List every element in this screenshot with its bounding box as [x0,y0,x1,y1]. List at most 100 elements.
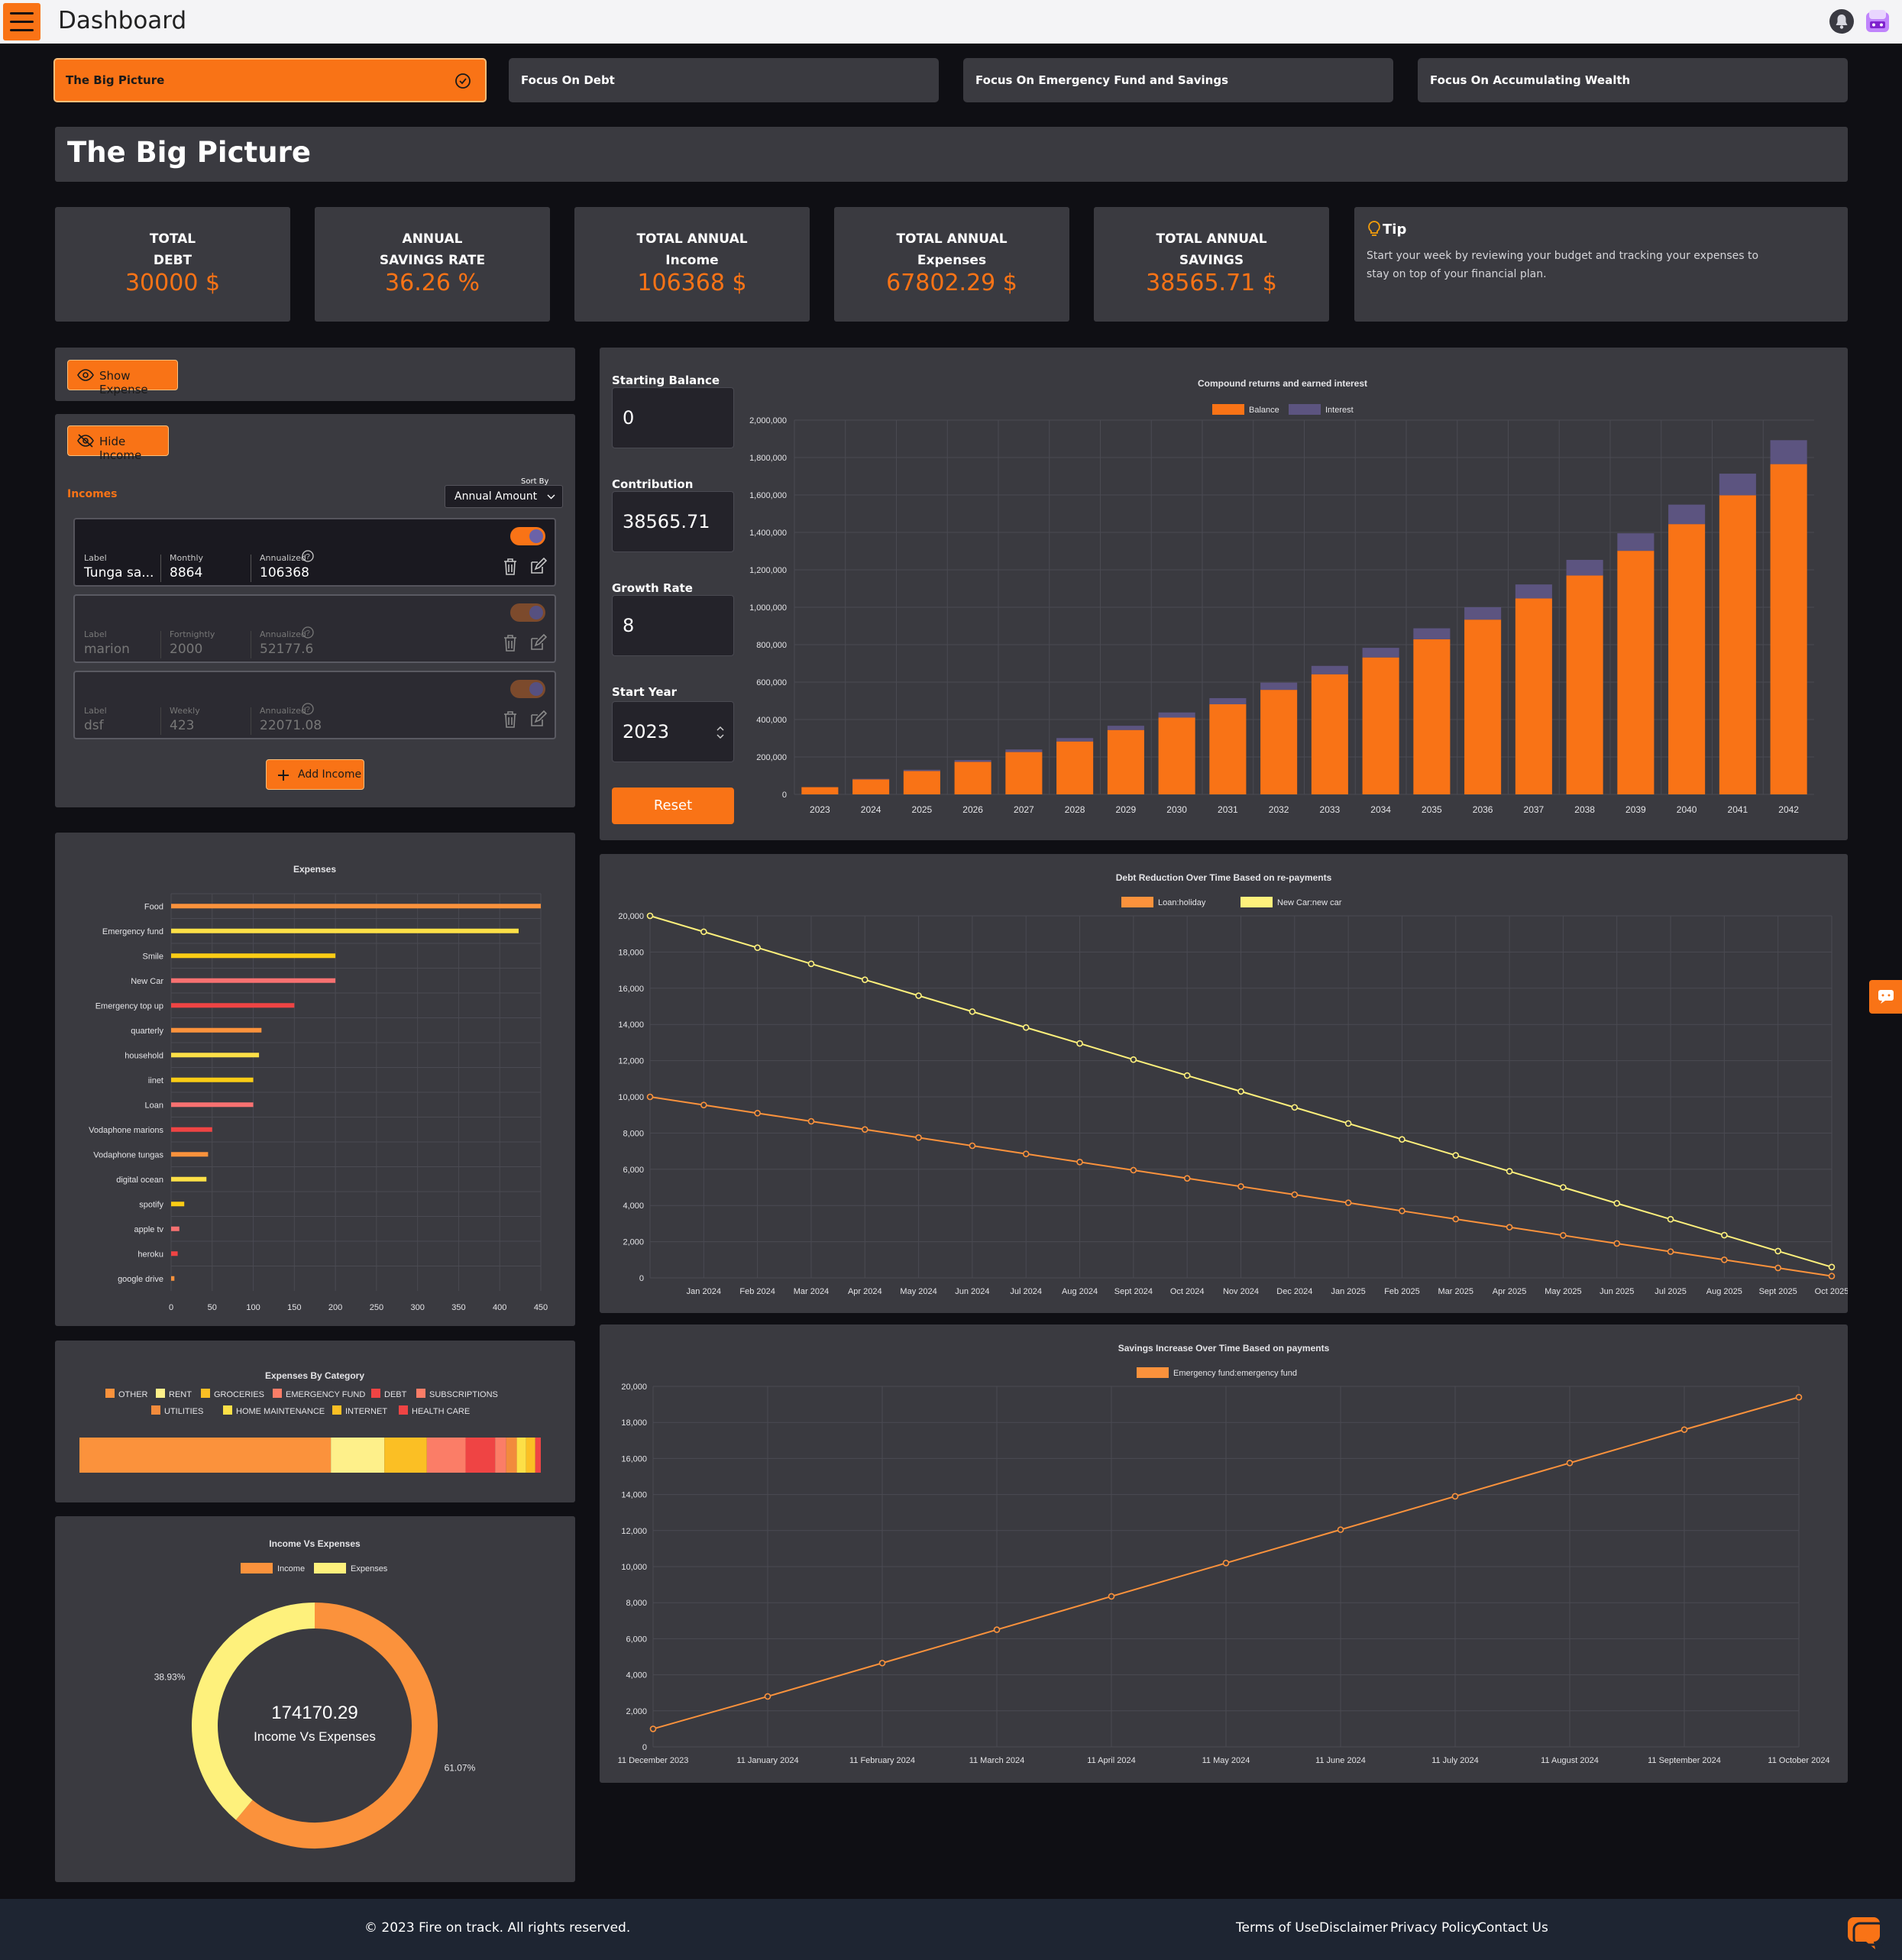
x-tick-label: Jun 2025 [1600,1287,1634,1296]
privacy-link[interactable]: Privacy Policy [1390,1920,1479,1936]
data-point [1828,1263,1836,1271]
start-year-input[interactable]: 2023 [612,701,734,762]
x-tick-label: 11 March 2024 [969,1756,1025,1765]
x-tick-label: Jan 2024 [687,1287,721,1296]
bar-balance [801,787,839,794]
income-amount: 423 [170,718,195,733]
add-income-button[interactable]: Add Income [266,759,364,790]
chat-widget-icon[interactable] [1845,1913,1886,1952]
income-frequency-header: Fortnightly [170,629,215,639]
trash-icon[interactable] [503,558,518,576]
app-title: Dashboard [58,7,187,34]
legend-label: Balance [1249,406,1279,415]
growth-rate-label: Growth Rate [612,581,693,595]
tab-big-picture[interactable]: The Big Picture [53,58,487,102]
trash-icon[interactable] [503,634,518,652]
donut-center-value: 174170.29 [271,1703,357,1723]
edit-icon[interactable] [529,634,547,652]
show-expense-button[interactable]: Show Expense [67,360,178,396]
y-tick-label: 2,000 [623,1238,644,1247]
reset-button[interactable]: Reset [612,788,734,824]
legend-swatch [1241,897,1273,907]
category-panel [55,1341,575,1502]
help-circle-icon[interactable]: ? [302,626,314,639]
x-tick-label: 11 April 2024 [1087,1756,1135,1765]
data-point [1222,1559,1230,1567]
start-year-value: 2023 [623,721,670,742]
x-tick-label: Jan 2025 [1331,1287,1366,1296]
growth-rate-input[interactable]: 8 [612,595,734,656]
y-tick-label: heroku [137,1250,163,1259]
bar-interest [1362,648,1399,658]
stat-label: DEBT [153,253,192,268]
legend-label: Expenses [351,1564,388,1573]
y-tick-label: google drive [118,1275,163,1284]
feedback-chat-icon [1878,990,1894,1004]
tab-focus-emergency-fund[interactable]: Focus On Emergency Fund and Savings [963,58,1393,102]
bar-interest [1464,606,1502,620]
hamburger-menu-icon[interactable] [3,3,40,40]
x-tick-label: 2034 [1370,804,1391,815]
x-tick-label: Feb 2024 [739,1287,775,1296]
x-tick-label: 2039 [1625,804,1646,815]
bar-balance [954,762,991,794]
x-tick-label: 11 February 2024 [849,1756,915,1765]
income-item[interactable]: Label Tunga sa... Monthly 8864 Annualize… [73,518,556,587]
user-avatar-icon[interactable] [1864,8,1891,35]
expense-bar [171,1127,212,1132]
data-point [1613,1240,1621,1247]
bar-interest [1719,474,1756,496]
income-toggle[interactable] [510,680,545,698]
income-annualized-value: 22071.08 [260,718,322,733]
legend-label: EMERGENCY FUND [286,1390,365,1399]
income-annualized-value: 106368 [260,565,309,581]
sort-select[interactable]: Annual Amount [445,485,563,508]
legend-swatch [273,1389,282,1398]
tab-focus-wealth[interactable]: Focus On Accumulating Wealth [1418,58,1848,102]
spinner-arrows-icon[interactable] [716,726,725,739]
feedback-tab[interactable] [1869,980,1902,1014]
x-tick-label: 2023 [810,804,830,815]
x-tick-label: Jul 2025 [1655,1287,1687,1296]
income-annualized-value: 52177.6 [260,642,314,657]
x-tick-label: Apr 2024 [848,1287,882,1296]
data-point [1237,1088,1244,1095]
hide-income-button[interactable]: Hide Income [67,425,169,462]
contact-link[interactable]: Contact Us [1477,1920,1548,1936]
x-tick-label: 250 [370,1303,383,1312]
edit-icon[interactable] [529,558,547,576]
x-tick-label: 2029 [1116,804,1137,815]
x-tick-label: Sept 2024 [1114,1287,1153,1296]
data-point [1452,1152,1460,1159]
edit-icon[interactable] [529,710,547,729]
x-tick-label: Jul 2024 [1010,1287,1042,1296]
data-point [915,992,922,999]
hide-income-label: Hide Income [99,435,142,462]
starting-balance-input[interactable]: 0 [612,387,734,448]
terms-link[interactable]: Terms of Use [1236,1920,1320,1936]
chart-title: Expenses By Category [265,1370,364,1381]
tab-focus-debt[interactable]: Focus On Debt [509,58,939,102]
contribution-label: Contribution [612,477,694,491]
help-circle-icon[interactable]: ? [302,550,314,562]
disclaimer-link[interactable]: Disclaimer [1319,1920,1388,1936]
trash-icon[interactable] [503,710,518,729]
stat-label: TOTAL ANNUAL [896,231,1008,247]
income-item[interactable]: Label dsf Weekly 423 Annualized ? 22071.… [73,671,556,739]
notification-bell-icon[interactable] [1829,9,1854,34]
contribution-input[interactable]: 38565.71 [612,491,734,552]
stat-card-annual-savings: TOTAL ANNUAL SAVINGS 38565.71 $ [1094,207,1329,322]
donut-slice [235,1603,438,1848]
bar-balance [1005,752,1043,794]
help-circle-icon[interactable]: ? [302,703,314,715]
y-tick-label: quarterly [131,1027,163,1036]
legend-label: OTHER [118,1390,148,1399]
income-item[interactable]: Label marion Fortnightly 2000 Annualized… [73,594,556,663]
expense-bar [171,1053,260,1058]
income-toggle[interactable] [510,527,545,545]
category-segment [506,1438,517,1473]
income-toggle[interactable] [510,603,545,622]
y-tick-label: 600,000 [756,678,787,687]
y-tick-label: Vodaphone tungas [93,1150,163,1160]
show-expense-label: Show Expense [99,369,148,396]
